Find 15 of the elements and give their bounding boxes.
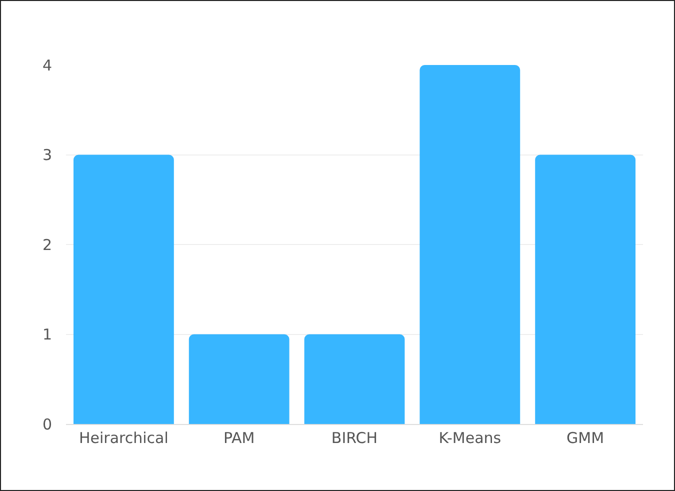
y-tick-label: 4 xyxy=(42,56,52,74)
y-tick-label: 3 xyxy=(42,146,52,164)
bar xyxy=(74,154,174,424)
bar xyxy=(535,154,636,424)
x-tick-label: PAM xyxy=(223,429,255,447)
x-tick-label: BIRCH xyxy=(331,429,378,447)
x-tick-label: GMM xyxy=(566,429,604,447)
bar xyxy=(420,65,520,424)
bar xyxy=(304,334,405,424)
y-tick-label: 1 xyxy=(42,326,52,344)
bar xyxy=(188,334,290,424)
y-tick-label: 2 xyxy=(42,236,52,254)
x-tick-label: Heirarchical xyxy=(78,429,168,447)
x-tick-label: K-Means xyxy=(438,429,502,447)
y-tick-label: 0 xyxy=(42,415,52,434)
